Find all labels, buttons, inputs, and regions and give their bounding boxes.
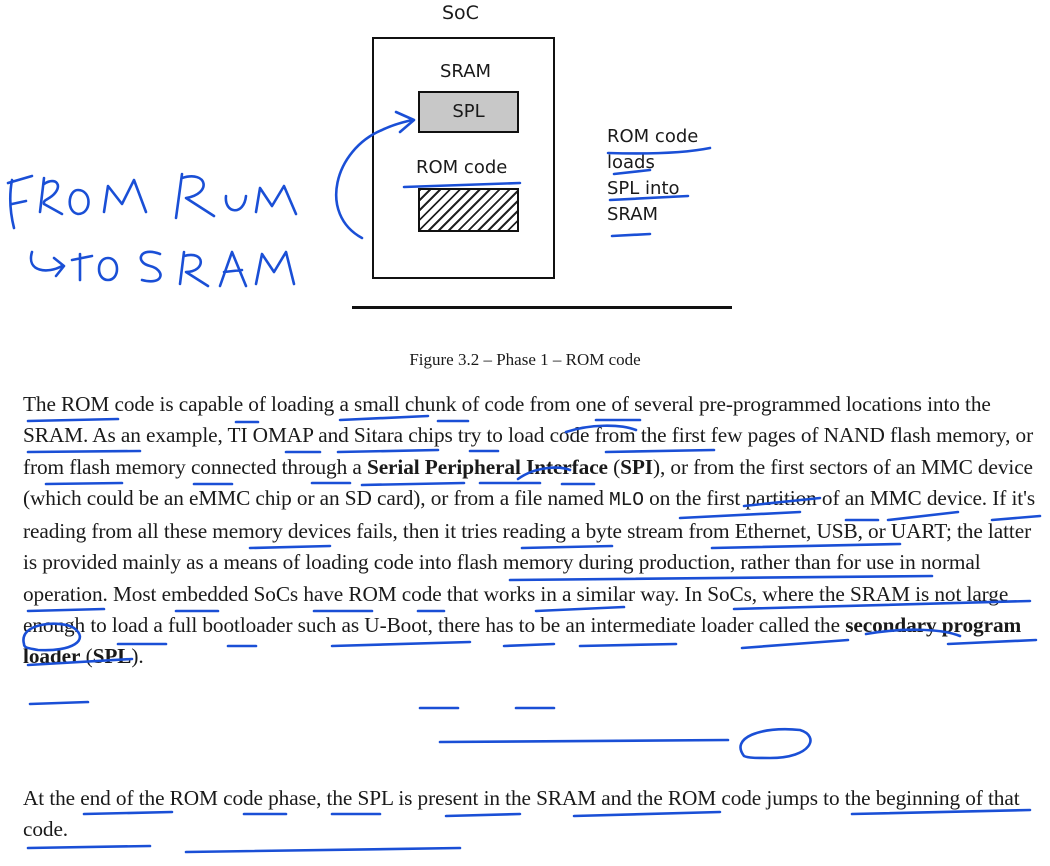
spl-box: SPL xyxy=(418,91,519,133)
para1-text-f: ). xyxy=(131,644,144,669)
figure-baseline xyxy=(352,306,732,309)
underline xyxy=(438,738,730,744)
para1-text-b: ( xyxy=(607,454,621,479)
side-note-line: SPL into xyxy=(607,178,680,199)
rom-code-label: ROM code xyxy=(416,157,508,178)
paragraph-rom-code: The ROM code is capable of loading a sma… xyxy=(23,389,1038,673)
para1-bold-spi-term: Serial Peripheral Interface xyxy=(366,454,608,479)
rom-code-box xyxy=(418,188,519,232)
para1-code-mlo: MLO xyxy=(608,488,644,511)
figure-soc-diagram: SoC SRAM SPL ROM code ROM code loads SPL… xyxy=(0,0,1050,340)
underline xyxy=(28,700,90,706)
side-note-line: ROM code xyxy=(607,126,699,147)
para1-bold-spi-abbr: SPI xyxy=(620,454,653,479)
para1-text-a: The ROM code is capable of loading a sma… xyxy=(23,392,1034,479)
para1-text-c: ), or from the first sectors of an MMC d… xyxy=(23,454,1033,510)
underline xyxy=(184,846,462,854)
side-note-line: SRAM xyxy=(607,204,659,225)
figure-caption: Figure 3.2 – Phase 1 – ROM code xyxy=(409,350,641,369)
side-note-line: loads xyxy=(607,152,655,173)
para1-bold-spl-abbr: SPL xyxy=(92,644,132,669)
underline xyxy=(26,844,152,850)
side-note: ROM code loads SPL into SRAM xyxy=(607,124,698,228)
circle-spl xyxy=(739,727,812,760)
sram-label: SRAM xyxy=(440,61,492,82)
soc-label: SoC xyxy=(442,2,479,24)
paragraph-rom-phase-end: At the end of the ROM code phase, the SP… xyxy=(23,786,1020,842)
para1-text-e: ( xyxy=(80,644,93,669)
para1-text-d: on the first partition of an MMC device.… xyxy=(23,485,1036,638)
